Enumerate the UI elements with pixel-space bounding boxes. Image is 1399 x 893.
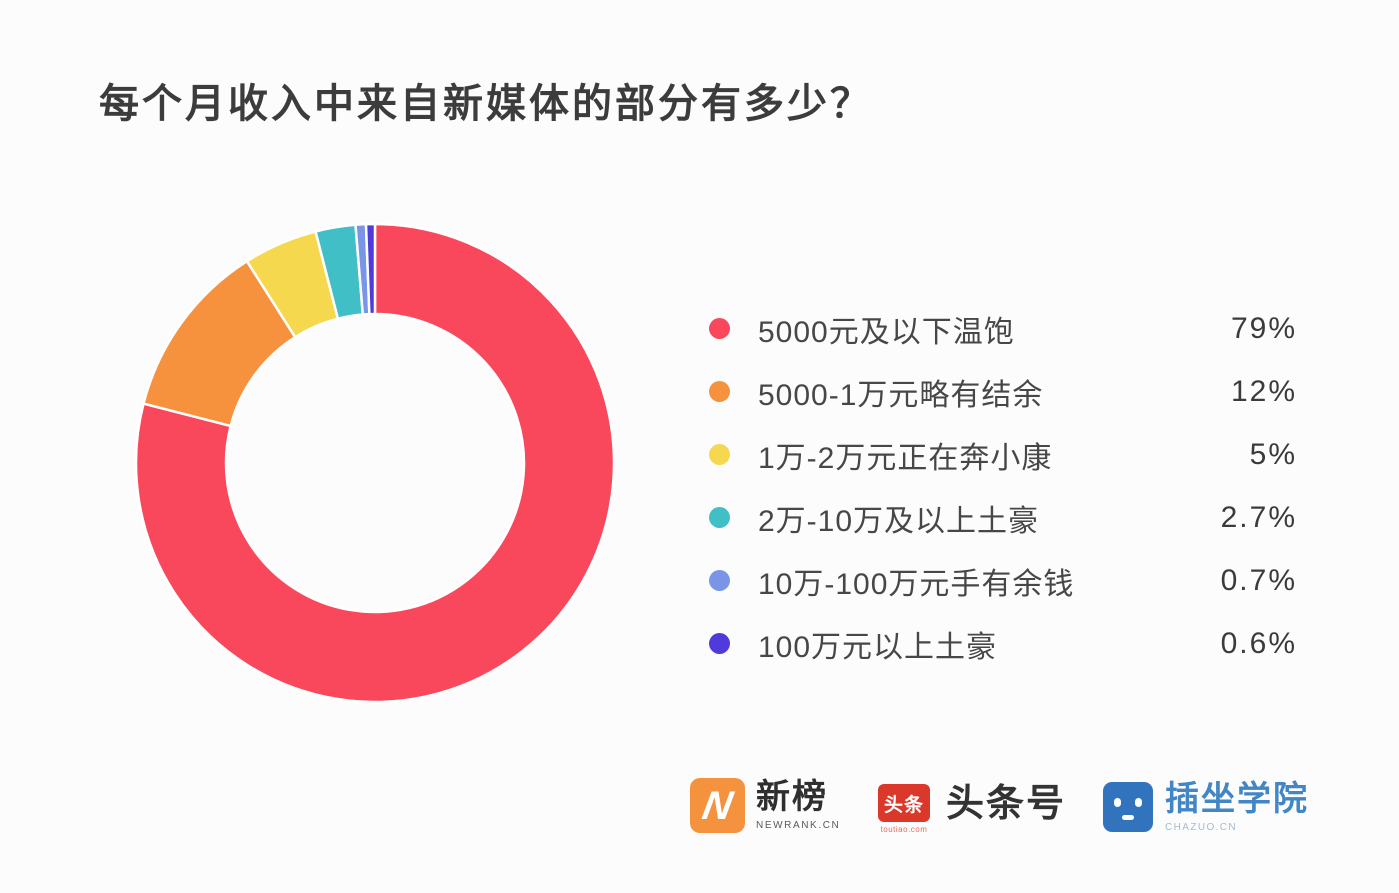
legend-item: 2万-10万及以上土豪 2.7% bbox=[703, 486, 1297, 549]
chazuo-wordmark: 插坐学院 CHAZUO.CN bbox=[1165, 780, 1309, 833]
newrank-domain: NEWRANK.CN bbox=[756, 819, 841, 831]
legend-item: 100万元以上土豪 0.6% bbox=[703, 612, 1297, 675]
legend-item: 1万-2万元正在奔小康 5% bbox=[703, 423, 1297, 486]
toutiao-logo-icon: 头条 toutiao.com bbox=[878, 784, 930, 834]
robot-mouth-icon bbox=[1122, 815, 1134, 821]
chazuo-domain: CHAZUO.CN bbox=[1165, 821, 1238, 833]
chart-legend: 5000元及以下温饱 79% 5000-1万元略有结余 12% 1万-2万元正在… bbox=[703, 297, 1297, 675]
legend-swatch-icon bbox=[709, 570, 730, 591]
robot-eye-icon bbox=[1135, 798, 1142, 808]
toutiao-badge-text: 头条 bbox=[883, 794, 924, 816]
legend-value: 2.7% bbox=[1220, 500, 1297, 534]
chazuo-name: 插坐学院 bbox=[1165, 780, 1309, 818]
legend-swatch-icon bbox=[709, 633, 730, 654]
legend-value: 5% bbox=[1249, 437, 1297, 471]
legend-label: 2万-10万及以上土豪 bbox=[758, 504, 1040, 538]
legend-value: 12% bbox=[1230, 374, 1297, 408]
legend-label: 100万元以上土豪 bbox=[758, 630, 998, 664]
legend-label: 1万-2万元正在奔小康 bbox=[758, 441, 1053, 475]
chazuo-robot-icon bbox=[1103, 782, 1153, 833]
toutiao-domain: toutiao.com bbox=[880, 825, 928, 834]
toutiao-badge: 头条 bbox=[878, 784, 930, 822]
legend-value: 0.7% bbox=[1220, 563, 1297, 597]
donut-segment bbox=[134, 222, 616, 704]
donut-segment bbox=[364, 222, 377, 316]
legend-item: 5000-1万元略有结余 12% bbox=[703, 360, 1297, 423]
toutiao-name: 头条号 bbox=[946, 783, 1067, 825]
brand-chazuo: 插坐学院 CHAZUO.CN bbox=[1103, 780, 1309, 833]
legend-value: 0.6% bbox=[1220, 626, 1297, 660]
donut-chart bbox=[134, 222, 616, 704]
chart-title: 每个月收入中来自新媒体的部分有多少？ bbox=[99, 82, 873, 126]
brand-toutiao: 头条 toutiao.com 头条号 bbox=[878, 784, 1066, 834]
newrank-wordmark: 新榜 NEWRANK.CN bbox=[756, 778, 841, 831]
legend-swatch-icon bbox=[709, 444, 730, 465]
footer-logos: N 新榜 NEWRANK.CN 头条 toutiao.com 头条号 bbox=[0, 770, 1399, 865]
legend-swatch-icon bbox=[709, 381, 730, 402]
legend-item: 5000元及以下温饱 79% bbox=[703, 297, 1297, 360]
newrank-n-glyph: N bbox=[699, 783, 736, 828]
legend-swatch-icon bbox=[709, 507, 730, 528]
newrank-name: 新榜 bbox=[756, 778, 828, 817]
legend-label: 5000元及以下温饱 bbox=[758, 315, 1015, 349]
legend-label: 5000-1万元略有结余 bbox=[758, 378, 1044, 412]
legend-swatch-icon bbox=[709, 318, 730, 339]
newrank-logo-icon: N bbox=[690, 778, 745, 833]
brand-newrank: N 新榜 NEWRANK.CN bbox=[690, 778, 840, 833]
legend-label: 10万-100万元手有余钱 bbox=[758, 567, 1075, 601]
legend-item: 10万-100万元手有余钱 0.7% bbox=[703, 549, 1297, 612]
robot-eye-icon bbox=[1114, 798, 1121, 808]
legend-value: 79% bbox=[1230, 311, 1297, 345]
